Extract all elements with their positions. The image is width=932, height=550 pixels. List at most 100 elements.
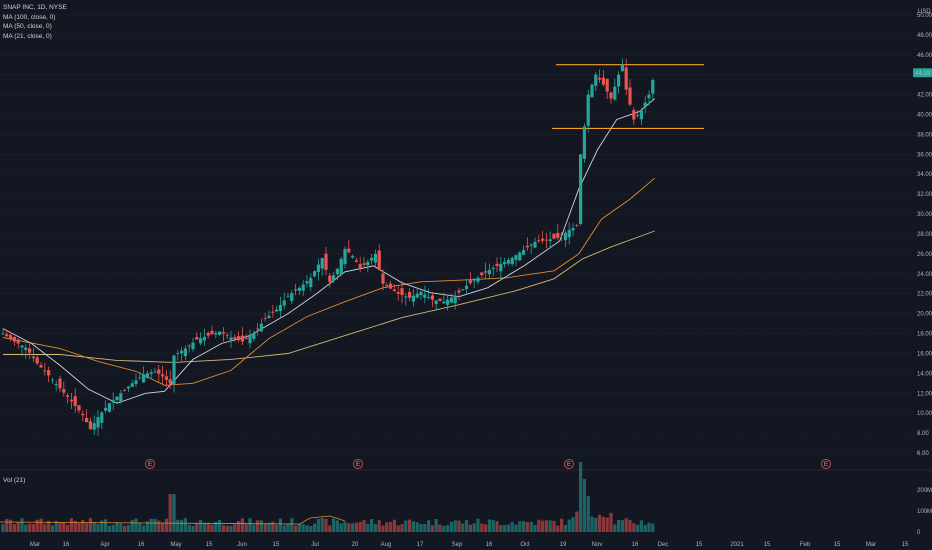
candle-body	[370, 257, 374, 261]
volume-bar	[647, 522, 651, 532]
candle-body	[28, 348, 32, 353]
candle-body	[282, 300, 286, 306]
earnings-marker-label: E	[356, 462, 360, 468]
volume-bar	[541, 520, 545, 532]
candle-body	[628, 87, 632, 105]
candle-body	[563, 232, 567, 241]
volume-ma-line	[0, 515, 346, 525]
volume-bars	[0, 462, 655, 532]
candle-body	[586, 94, 590, 126]
volume-bar	[58, 522, 62, 532]
volume-axis: 0 100M 200M	[917, 488, 932, 536]
time-tick-label: 15	[764, 542, 771, 548]
volume-bar	[69, 518, 73, 532]
price-tick-label: 32.00	[917, 192, 932, 198]
candle-body	[643, 102, 647, 108]
volume-tick-label: 200M	[917, 488, 932, 494]
legend-ma50: MA (50, close, 0)	[3, 23, 52, 31]
candle-body	[347, 248, 351, 253]
candle-body	[92, 423, 96, 430]
volume-bar	[275, 524, 279, 532]
candle-body	[427, 297, 431, 298]
volume-bar	[446, 525, 450, 532]
time-tick-label: 15	[273, 542, 280, 548]
candle-body	[575, 225, 579, 227]
price-tick-label: 38.00	[917, 132, 932, 138]
volume-bar	[491, 519, 495, 532]
volume-bar	[225, 525, 229, 532]
candle-body	[199, 338, 203, 344]
volume-bar	[286, 524, 290, 532]
volume-bar	[320, 518, 324, 532]
time-tick-label: Mar	[30, 542, 40, 548]
ma100-line	[3, 230, 655, 363]
price-tick-label: 48.00	[917, 33, 932, 39]
candle-body	[601, 77, 605, 85]
volume-bar	[620, 520, 624, 532]
volume-bar	[495, 521, 499, 532]
candle-body	[130, 383, 134, 387]
earnings-marker-label: E	[824, 462, 828, 468]
candle-body	[104, 407, 108, 411]
volume-bar	[567, 519, 571, 532]
volume-bar	[548, 520, 552, 532]
volume-bar	[126, 525, 130, 532]
volume-bar	[438, 524, 442, 532]
volume-bar	[278, 518, 282, 532]
volume-bar	[533, 525, 537, 532]
volume-bar	[229, 525, 233, 532]
candle-body	[183, 348, 187, 357]
volume-bar	[506, 524, 510, 532]
candle-body	[582, 126, 586, 159]
candle-body	[411, 295, 415, 302]
candle-body	[20, 345, 24, 348]
volume-bar	[81, 520, 85, 532]
earnings-marker-circle	[821, 459, 831, 469]
volume-bar	[609, 512, 613, 532]
volume-bar	[453, 520, 457, 532]
candle-body	[164, 376, 168, 380]
horizontal-levels	[552, 64, 704, 129]
candle-body	[396, 292, 400, 294]
candle-body	[221, 332, 225, 334]
volume-bar	[145, 521, 149, 532]
candle-body	[472, 280, 476, 282]
volume-bar	[339, 523, 343, 532]
candle-body	[537, 240, 541, 242]
candle-body	[377, 250, 381, 269]
grid-lines	[0, 14, 932, 471]
price-tick-label: 16.00	[917, 351, 932, 357]
candle-body	[149, 372, 153, 375]
price-tick-label: 24.00	[917, 272, 932, 278]
price-tag-box	[913, 68, 932, 78]
candle-body	[525, 245, 529, 248]
volume-bar	[195, 522, 199, 532]
volume-bar	[88, 518, 92, 532]
candle-body	[533, 241, 537, 248]
earnings-marker-circle	[353, 459, 363, 469]
candle-body	[567, 230, 571, 238]
candle-body	[248, 336, 252, 344]
volume-bar	[130, 519, 134, 532]
candle-body	[81, 413, 85, 416]
volume-bar	[427, 520, 431, 532]
volume-bar	[442, 525, 446, 532]
candle-body	[476, 277, 480, 282]
time-tick-label: 16	[632, 542, 639, 548]
time-tick-label: 19	[560, 542, 567, 548]
candle-body	[381, 273, 385, 284]
volume-bar	[199, 520, 203, 532]
time-tick-label: 2021	[730, 542, 744, 548]
volume-bar	[328, 525, 332, 532]
candle-body	[423, 294, 427, 298]
candle-body	[271, 311, 275, 313]
candle-body	[77, 405, 81, 411]
volume-bar	[5, 518, 9, 532]
time-tick-label: 15	[834, 542, 841, 548]
volume-bar	[358, 521, 362, 532]
volume-bar	[1, 524, 5, 532]
volume-bar	[370, 519, 374, 532]
volume-bar	[643, 524, 647, 532]
volume-bar	[586, 496, 590, 532]
